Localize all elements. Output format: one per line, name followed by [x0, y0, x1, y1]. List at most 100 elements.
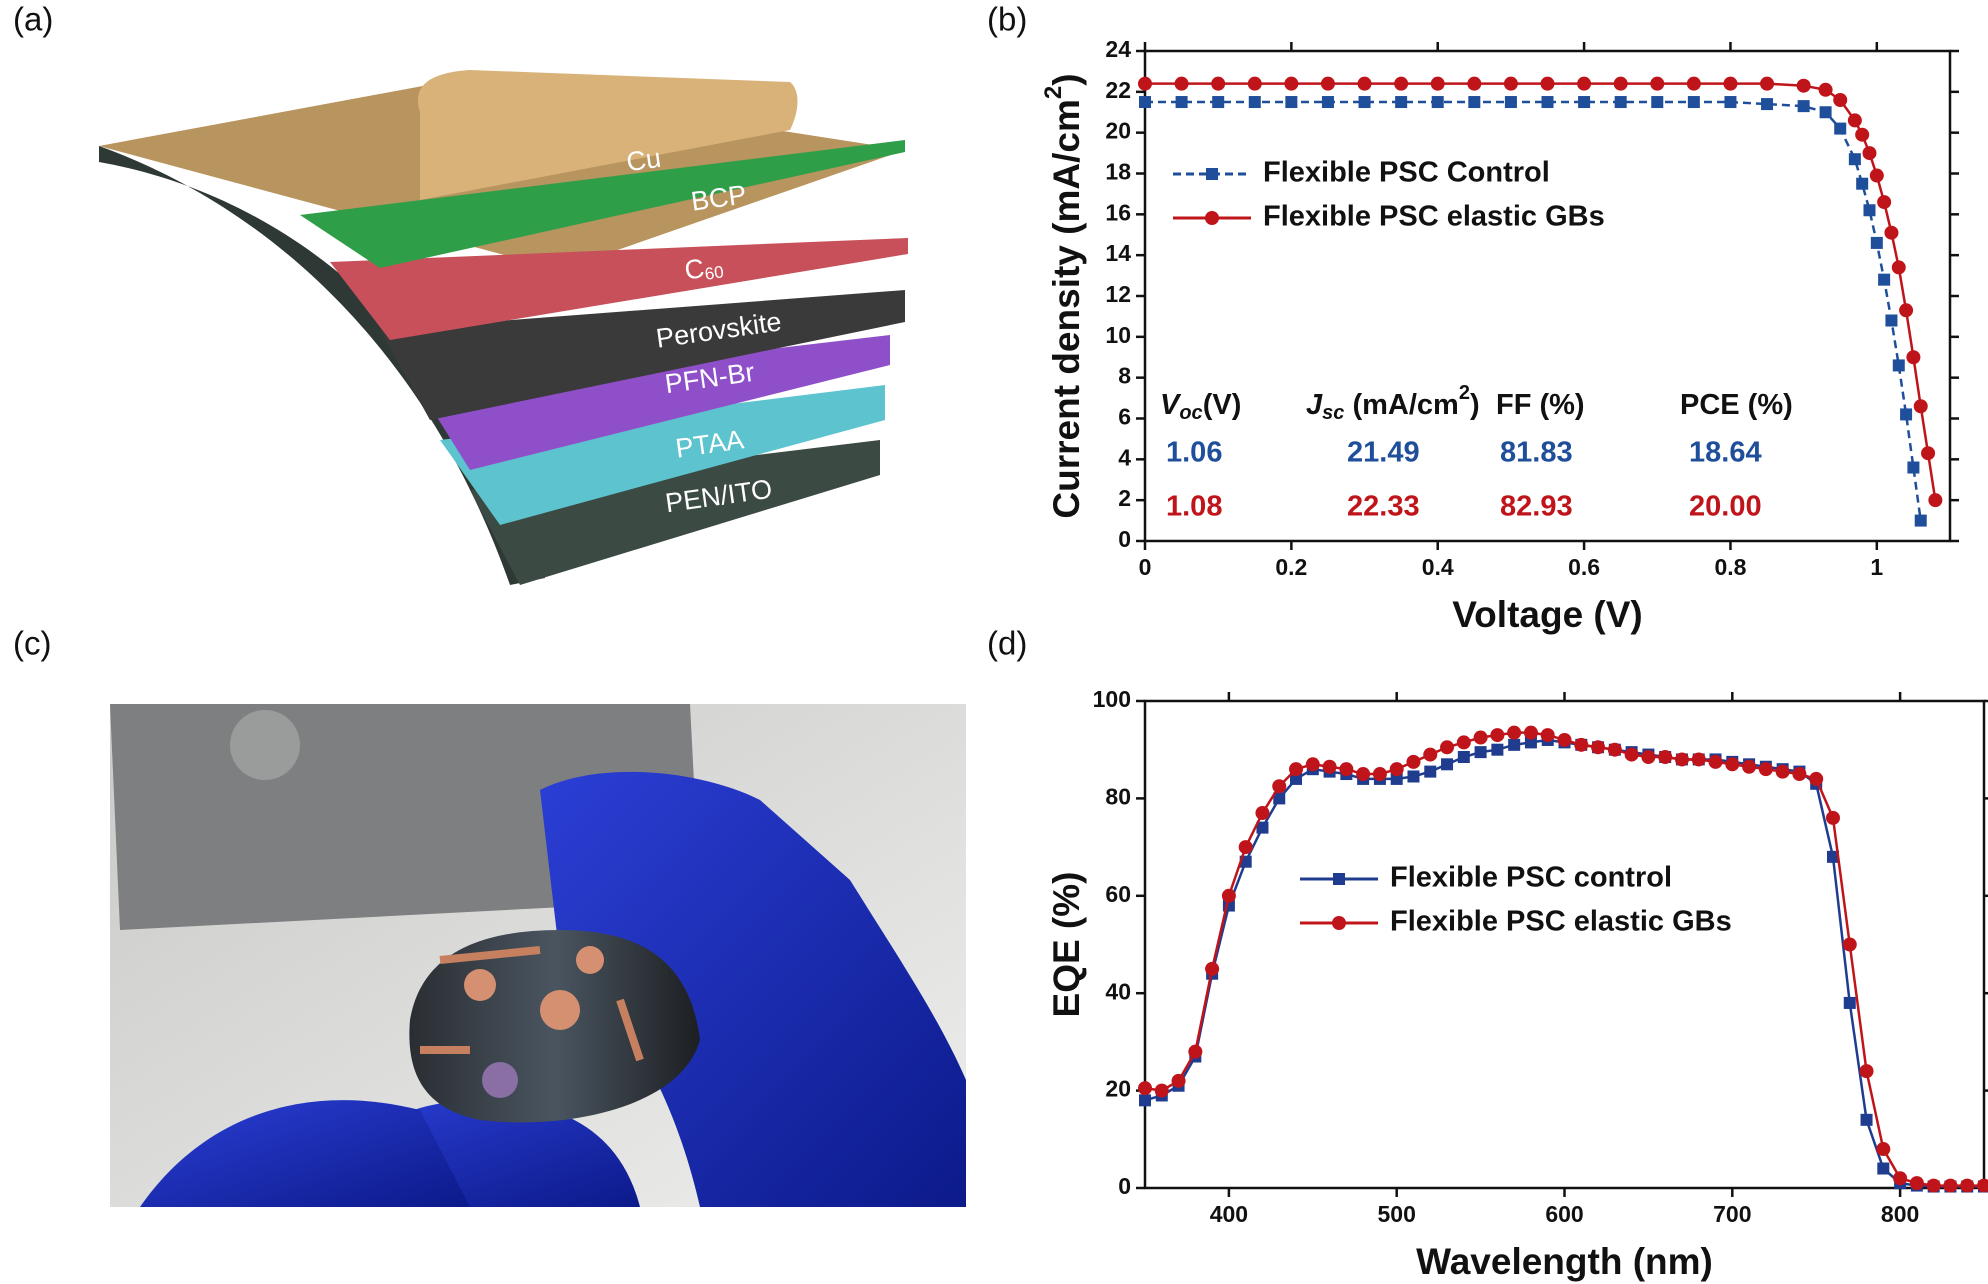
data-point: [1928, 493, 1943, 508]
data-point: [1943, 1178, 1958, 1193]
table-header-part: (V): [1203, 389, 1242, 421]
table-header-part: ): [1470, 389, 1480, 421]
layer-sheet: [420, 335, 890, 470]
data-point: [1284, 76, 1299, 91]
data-point: [1256, 821, 1269, 834]
x-axis-title: Voltage (V): [1452, 594, 1643, 635]
data-point: [1424, 765, 1437, 778]
data-point: [1869, 168, 1884, 183]
y-tick-label: 8: [1118, 363, 1131, 389]
data-point: [1674, 752, 1689, 767]
data-point: [1540, 76, 1555, 91]
data-point: [1863, 204, 1876, 217]
data-point: [1205, 961, 1220, 976]
data-point: [1468, 96, 1481, 109]
data-point: [1899, 303, 1914, 318]
y-axis-title-part: ): [1046, 73, 1087, 85]
data-point: [1394, 76, 1409, 91]
data-point: [1758, 762, 1773, 777]
data-point: [1139, 96, 1151, 109]
device-photo: [110, 704, 966, 1207]
data-point: [1641, 750, 1656, 765]
legend-marker: [1206, 168, 1218, 180]
electrode: [576, 946, 604, 974]
y-tick-label: 18: [1105, 159, 1131, 185]
table-header-part: PCE (%): [1680, 389, 1793, 421]
y-tick-label: 80: [1105, 783, 1131, 809]
layer-schematic: [99, 70, 908, 585]
data-point: [1906, 350, 1921, 365]
data-point: [1842, 937, 1857, 952]
x-tick-label: 1: [1870, 554, 1883, 580]
data-point: [1171, 1073, 1186, 1088]
data-point: [1578, 96, 1591, 109]
y-tick-label: 14: [1105, 240, 1131, 266]
data-point: [1725, 757, 1740, 772]
data-point: [1877, 195, 1892, 210]
data-point: [1856, 177, 1869, 190]
data-point: [1456, 735, 1471, 750]
data-point: [1893, 1171, 1908, 1186]
data-point: [1826, 850, 1839, 863]
layer-sheet: [470, 440, 880, 585]
legend-label: Flexible PSC elastic GBs: [1263, 201, 1605, 233]
data-point: [1474, 746, 1487, 759]
data-point: [1907, 461, 1920, 474]
data-point: [1541, 96, 1554, 109]
data-point: [1775, 764, 1790, 779]
data-point: [1557, 732, 1572, 747]
table-header-part: V: [1160, 389, 1182, 421]
table-cell: 22.33: [1347, 491, 1420, 523]
layer-label-text: Cu: [625, 143, 663, 178]
data-point: [1577, 76, 1592, 91]
data-point: [1892, 359, 1905, 372]
series-line: [1144, 731, 1984, 1187]
data-point: [1389, 762, 1404, 777]
data-point: [1285, 96, 1298, 109]
table-cell: 1.08: [1166, 491, 1222, 523]
data-point: [1188, 1044, 1203, 1059]
data-point: [1574, 737, 1589, 752]
data-point: [1372, 767, 1387, 782]
layer-label-text: C: [683, 253, 706, 285]
data-point: [1891, 260, 1906, 275]
layer-sheet: [380, 290, 905, 420]
legend-marker: [1332, 916, 1346, 930]
data-point: [1175, 96, 1188, 109]
data-point: [1305, 757, 1320, 772]
data-point: [1320, 76, 1335, 91]
data-point: [1819, 106, 1832, 119]
legend-marker: [1333, 873, 1345, 885]
data-point: [1614, 96, 1627, 109]
x-axis-title: Wavelength (nm): [1416, 1241, 1713, 1282]
data-point: [1862, 146, 1877, 161]
y-axis-title-part: Current density (mA/cm: [1046, 99, 1087, 518]
data-point: [1723, 76, 1738, 91]
data-point: [1154, 1083, 1169, 1098]
x-tick-label: 0.6: [1568, 554, 1600, 580]
data-point: [1960, 1178, 1975, 1193]
x-tick-label: 0.8: [1714, 554, 1746, 580]
legend-label: Flexible PSC elastic GBs: [1390, 906, 1732, 938]
x-tick-label: 0: [1139, 554, 1152, 580]
data-point: [1847, 113, 1862, 128]
data-point: [1833, 93, 1848, 107]
data-point: [1848, 153, 1861, 166]
data-point: [1139, 1094, 1151, 1107]
data-point: [1503, 76, 1518, 91]
y-tick-label: 100: [1093, 686, 1131, 712]
y-tick-label: 2: [1118, 485, 1131, 511]
data-point: [1651, 96, 1664, 109]
y-tick-label: 20: [1105, 118, 1131, 144]
data-point: [1859, 1064, 1874, 1079]
data-point: [1322, 759, 1337, 774]
data-point: [1607, 742, 1622, 757]
data-point: [1358, 96, 1371, 109]
data-point: [1687, 96, 1700, 109]
data-point: [1407, 770, 1420, 783]
data-point: [1591, 740, 1606, 755]
table-header: FF (%): [1496, 389, 1585, 421]
table-cell: 21.49: [1347, 437, 1420, 469]
y-tick-label: 12: [1105, 281, 1131, 307]
